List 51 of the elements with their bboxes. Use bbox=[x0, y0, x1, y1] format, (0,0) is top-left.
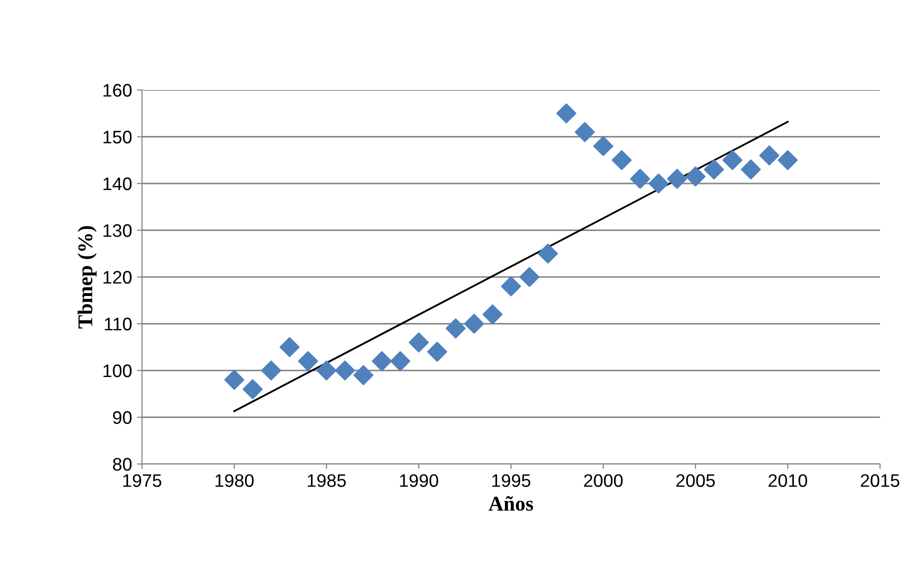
point bbox=[372, 351, 392, 372]
point bbox=[316, 360, 337, 381]
x-tick-label: 2005 bbox=[676, 474, 715, 487]
y-tick-label: 90 bbox=[113, 411, 132, 424]
point bbox=[482, 304, 503, 324]
y-tick-label: 100 bbox=[104, 364, 132, 378]
x-tick-label: 2010 bbox=[768, 474, 808, 487]
y-tick-label: 140 bbox=[104, 177, 132, 190]
point bbox=[500, 276, 522, 296]
point bbox=[334, 360, 355, 381]
point bbox=[242, 379, 263, 400]
point bbox=[353, 365, 374, 386]
point bbox=[648, 173, 669, 194]
point bbox=[612, 150, 632, 170]
x-tick-label: 1985 bbox=[308, 474, 346, 487]
y-tick-label: 130 bbox=[104, 224, 132, 237]
point bbox=[280, 337, 300, 358]
point bbox=[593, 136, 614, 156]
x-tick-label: 1980 bbox=[216, 474, 254, 487]
point bbox=[446, 318, 466, 338]
x-tick-label: 2015 bbox=[860, 474, 900, 487]
y-axis-title: Tbmep (%) bbox=[78, 226, 97, 328]
y-tick-label: 120 bbox=[104, 270, 132, 284]
point bbox=[519, 266, 540, 288]
point bbox=[667, 168, 688, 189]
point bbox=[464, 314, 484, 334]
point bbox=[427, 342, 448, 362]
point bbox=[298, 351, 318, 372]
y-tick-label: 160 bbox=[104, 84, 132, 97]
x-tick-label: 2000 bbox=[584, 474, 623, 487]
point bbox=[538, 244, 558, 264]
x-tick-label: 1990 bbox=[400, 474, 438, 487]
y-tick-label: 80 bbox=[112, 458, 132, 471]
x-tick-label: 1975 bbox=[123, 474, 162, 487]
point bbox=[556, 103, 576, 124]
point bbox=[574, 122, 595, 142]
point bbox=[390, 351, 410, 372]
point bbox=[704, 159, 724, 180]
point bbox=[224, 370, 244, 390]
x-tick-label: 1995 bbox=[492, 474, 530, 487]
point bbox=[759, 145, 780, 166]
point bbox=[685, 166, 706, 186]
point bbox=[261, 360, 282, 381]
point bbox=[408, 332, 429, 352]
point bbox=[630, 168, 650, 189]
y-tick-label: 150 bbox=[104, 130, 132, 144]
point bbox=[778, 150, 798, 170]
x-axis-title: Años bbox=[488, 496, 534, 511]
point bbox=[722, 150, 742, 170]
point bbox=[740, 159, 761, 180]
y-tick-label: 110 bbox=[104, 318, 132, 330]
